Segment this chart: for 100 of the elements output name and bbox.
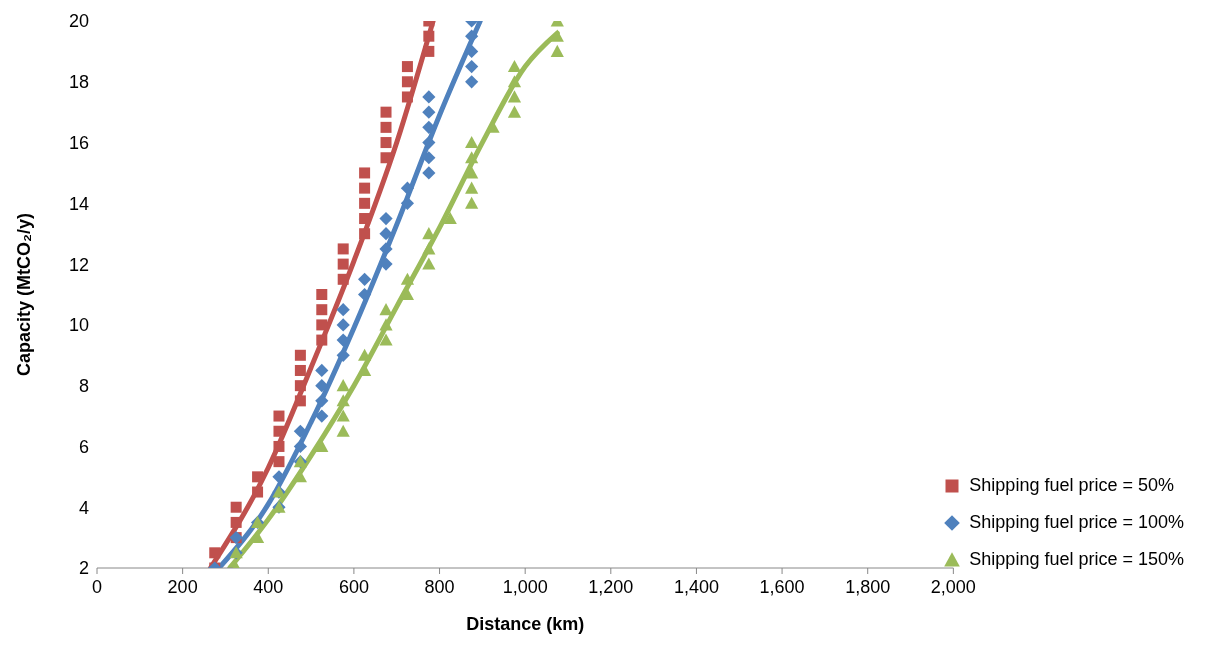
y-tick-label: 2 bbox=[78, 558, 89, 579]
y-axis-title: Capacity (MtCO₂/y) bbox=[14, 212, 35, 377]
point bbox=[465, 181, 479, 194]
y-tick-label: 12 bbox=[68, 254, 89, 275]
point bbox=[336, 394, 350, 407]
point bbox=[507, 75, 522, 88]
legend-label: Shipping fuel price = 50% bbox=[969, 475, 1174, 496]
y-tick-label: 10 bbox=[68, 315, 89, 336]
point bbox=[359, 228, 371, 240]
x-axis-title: Distance (km) bbox=[466, 614, 585, 634]
point bbox=[209, 547, 221, 559]
point bbox=[336, 379, 350, 392]
point bbox=[293, 439, 307, 454]
x-tick-label: 1,000 bbox=[502, 576, 548, 597]
point bbox=[550, 44, 564, 57]
point bbox=[359, 213, 371, 225]
point bbox=[315, 409, 329, 423]
y-tick-label: 8 bbox=[78, 376, 89, 397]
x-tick-label: 2,000 bbox=[930, 576, 976, 597]
point bbox=[336, 348, 350, 362]
point bbox=[316, 304, 328, 316]
point bbox=[465, 29, 479, 43]
point bbox=[465, 59, 479, 74]
point bbox=[294, 380, 306, 392]
point bbox=[336, 424, 350, 437]
point bbox=[294, 364, 306, 376]
point bbox=[465, 151, 479, 164]
point bbox=[294, 349, 306, 361]
y-tick-label: 20 bbox=[68, 11, 89, 32]
point bbox=[315, 379, 329, 393]
point bbox=[422, 90, 436, 104]
legend-label: Shipping fuel price = 150% bbox=[969, 549, 1184, 570]
y-tick-label: 16 bbox=[68, 132, 89, 153]
x-tick-label: 1,200 bbox=[588, 576, 634, 597]
point bbox=[380, 152, 392, 164]
point bbox=[507, 105, 522, 118]
point bbox=[315, 439, 329, 452]
point bbox=[422, 242, 436, 255]
x-tick-label: 600 bbox=[338, 576, 369, 597]
point bbox=[443, 211, 457, 225]
point bbox=[379, 318, 393, 331]
point bbox=[337, 243, 349, 255]
point bbox=[422, 151, 436, 165]
point bbox=[379, 333, 393, 346]
point bbox=[336, 303, 350, 317]
point bbox=[358, 272, 372, 286]
x-tick-label: 0 bbox=[91, 576, 103, 597]
point bbox=[294, 395, 306, 407]
x-tick-label: 400 bbox=[253, 576, 284, 597]
x-tick-label: 1,800 bbox=[845, 576, 891, 597]
point bbox=[400, 272, 415, 285]
point bbox=[359, 182, 371, 194]
point bbox=[423, 30, 435, 42]
point bbox=[358, 287, 372, 302]
point bbox=[423, 45, 435, 57]
point bbox=[400, 181, 415, 195]
point bbox=[507, 59, 522, 73]
point bbox=[252, 471, 264, 483]
point bbox=[273, 410, 285, 422]
point bbox=[315, 363, 329, 378]
point bbox=[401, 76, 413, 88]
point bbox=[337, 258, 349, 270]
point bbox=[337, 273, 349, 285]
point bbox=[401, 61, 413, 73]
point bbox=[315, 394, 329, 408]
x-tick-label: 200 bbox=[167, 576, 198, 597]
x-tick-label: 800 bbox=[424, 576, 455, 597]
x-tick-label: 1,400 bbox=[673, 576, 719, 597]
point bbox=[465, 135, 479, 149]
point bbox=[316, 334, 328, 346]
point bbox=[336, 318, 350, 332]
point bbox=[359, 167, 371, 179]
point bbox=[379, 227, 393, 241]
y-tick-label: 6 bbox=[78, 436, 89, 457]
point bbox=[273, 440, 285, 452]
point bbox=[336, 409, 350, 422]
y-tick-label: 14 bbox=[68, 193, 89, 214]
point bbox=[422, 135, 436, 150]
point bbox=[379, 242, 393, 256]
point bbox=[358, 348, 372, 361]
point bbox=[380, 121, 392, 133]
point bbox=[401, 91, 413, 103]
point bbox=[316, 289, 328, 300]
y-tick-label: 18 bbox=[68, 72, 89, 93]
point bbox=[252, 486, 264, 498]
point bbox=[379, 211, 393, 226]
point bbox=[465, 75, 479, 89]
point bbox=[507, 90, 522, 103]
point bbox=[400, 196, 415, 210]
point bbox=[422, 166, 436, 180]
point bbox=[465, 196, 479, 209]
point bbox=[273, 425, 285, 437]
point bbox=[316, 319, 328, 331]
point bbox=[550, 29, 564, 42]
point bbox=[422, 105, 436, 119]
point bbox=[230, 516, 242, 528]
point bbox=[380, 137, 392, 149]
point bbox=[379, 303, 393, 316]
point bbox=[293, 424, 307, 438]
legend-label: Shipping fuel price = 100% bbox=[969, 512, 1184, 533]
